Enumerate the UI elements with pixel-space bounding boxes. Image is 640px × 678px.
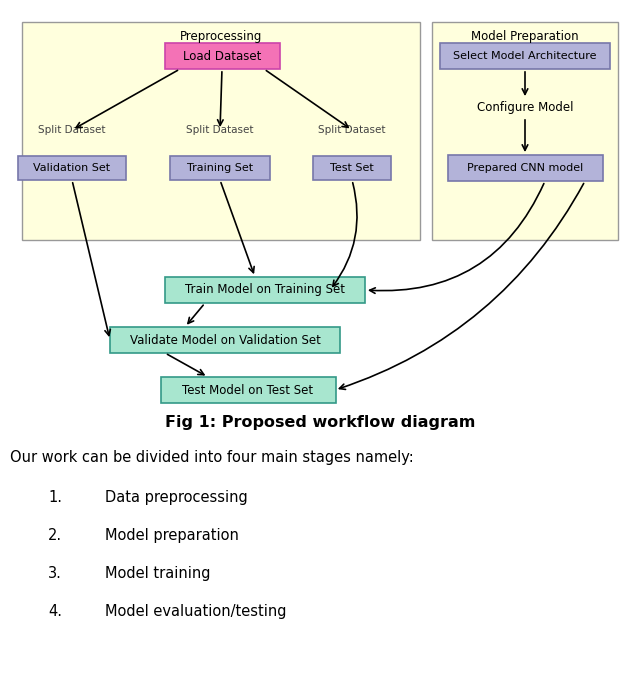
FancyBboxPatch shape (313, 156, 391, 180)
FancyBboxPatch shape (440, 43, 610, 69)
Text: Configure Model: Configure Model (477, 102, 573, 115)
Text: Validate Model on Validation Set: Validate Model on Validation Set (129, 334, 321, 346)
Text: Model preparation: Model preparation (105, 528, 239, 543)
FancyBboxPatch shape (18, 156, 126, 180)
Text: Validation Set: Validation Set (33, 163, 111, 173)
Text: Data preprocessing: Data preprocessing (105, 490, 248, 505)
FancyBboxPatch shape (170, 156, 270, 180)
FancyBboxPatch shape (22, 22, 420, 240)
Text: 3.: 3. (48, 566, 62, 581)
Text: Our work can be divided into four main stages namely:: Our work can be divided into four main s… (10, 450, 413, 465)
Text: Prepared CNN model: Prepared CNN model (467, 163, 583, 173)
Text: Load Dataset: Load Dataset (183, 49, 261, 62)
Text: Split Dataset: Split Dataset (38, 125, 106, 135)
Text: Training Set: Training Set (187, 163, 253, 173)
Text: Preprocessing: Preprocessing (180, 30, 262, 43)
Text: Fig 1: Proposed workflow diagram: Fig 1: Proposed workflow diagram (165, 416, 475, 431)
Text: 4.: 4. (48, 604, 62, 619)
Text: Split Dataset: Split Dataset (186, 125, 253, 135)
Text: Select Model Architecture: Select Model Architecture (453, 51, 596, 61)
FancyBboxPatch shape (161, 377, 335, 403)
FancyBboxPatch shape (432, 22, 618, 240)
Text: 1.: 1. (48, 490, 62, 505)
Text: Test Model on Test Set: Test Model on Test Set (182, 384, 314, 397)
Text: Train Model on Training Set: Train Model on Training Set (185, 283, 345, 296)
FancyBboxPatch shape (447, 155, 602, 181)
Text: Test Set: Test Set (330, 163, 374, 173)
FancyBboxPatch shape (165, 277, 365, 303)
Text: 2.: 2. (48, 528, 62, 543)
Text: Model training: Model training (105, 566, 211, 581)
FancyBboxPatch shape (164, 43, 280, 69)
Text: Split Dataset: Split Dataset (318, 125, 386, 135)
FancyBboxPatch shape (110, 327, 340, 353)
Text: Model Preparation: Model Preparation (471, 30, 579, 43)
Text: Model evaluation/testing: Model evaluation/testing (105, 604, 287, 619)
